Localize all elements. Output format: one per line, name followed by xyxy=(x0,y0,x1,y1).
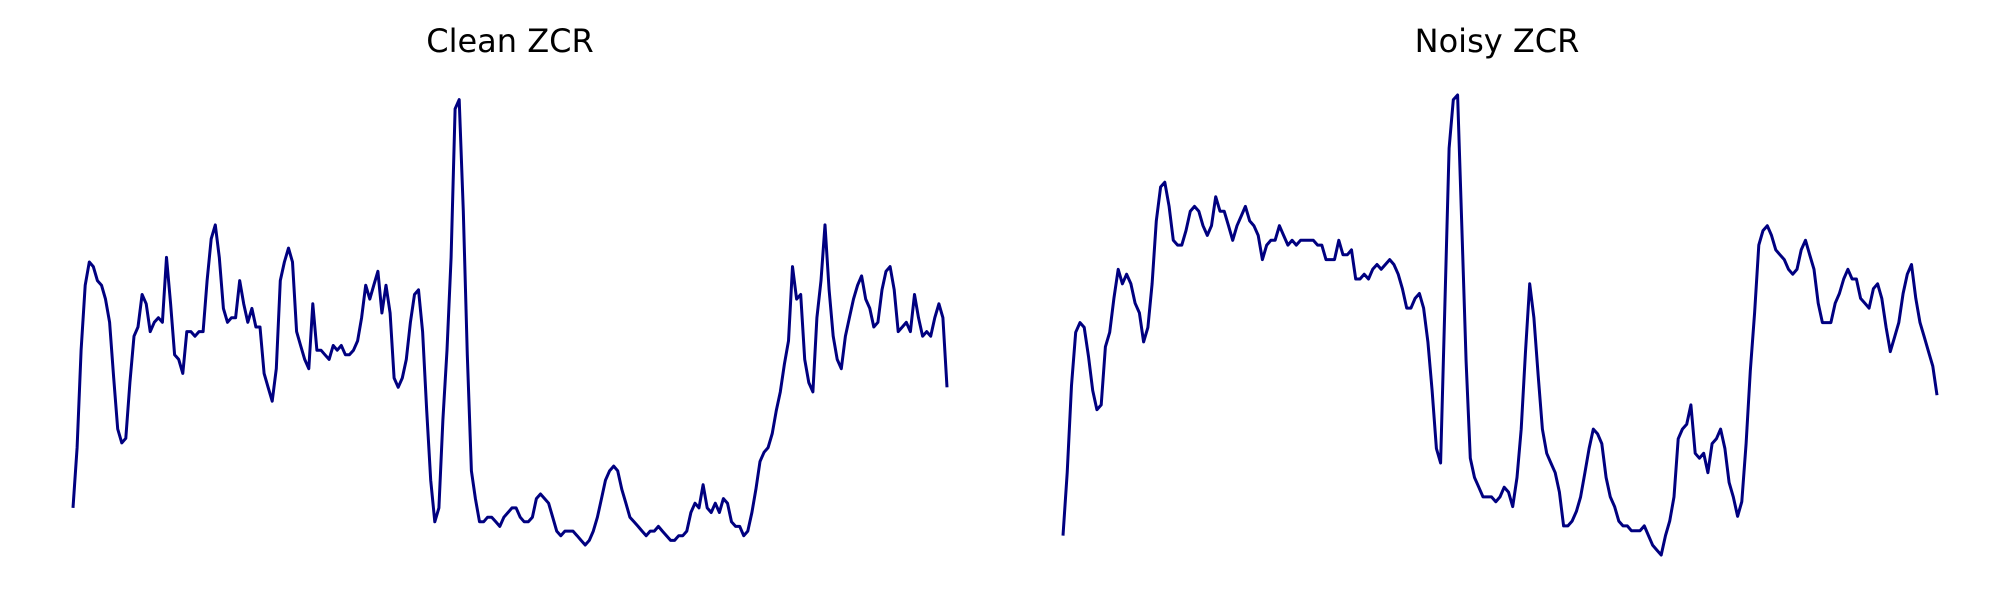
clean-zcr-line xyxy=(71,98,949,547)
noisy-zcr-plot xyxy=(1061,93,1939,557)
clean-zcr-plot xyxy=(71,98,949,547)
left-chart-title: Clean ZCR xyxy=(426,22,594,60)
right-chart-title: Noisy ZCR xyxy=(1414,22,1580,60)
noisy-zcr-line xyxy=(1061,93,1939,557)
